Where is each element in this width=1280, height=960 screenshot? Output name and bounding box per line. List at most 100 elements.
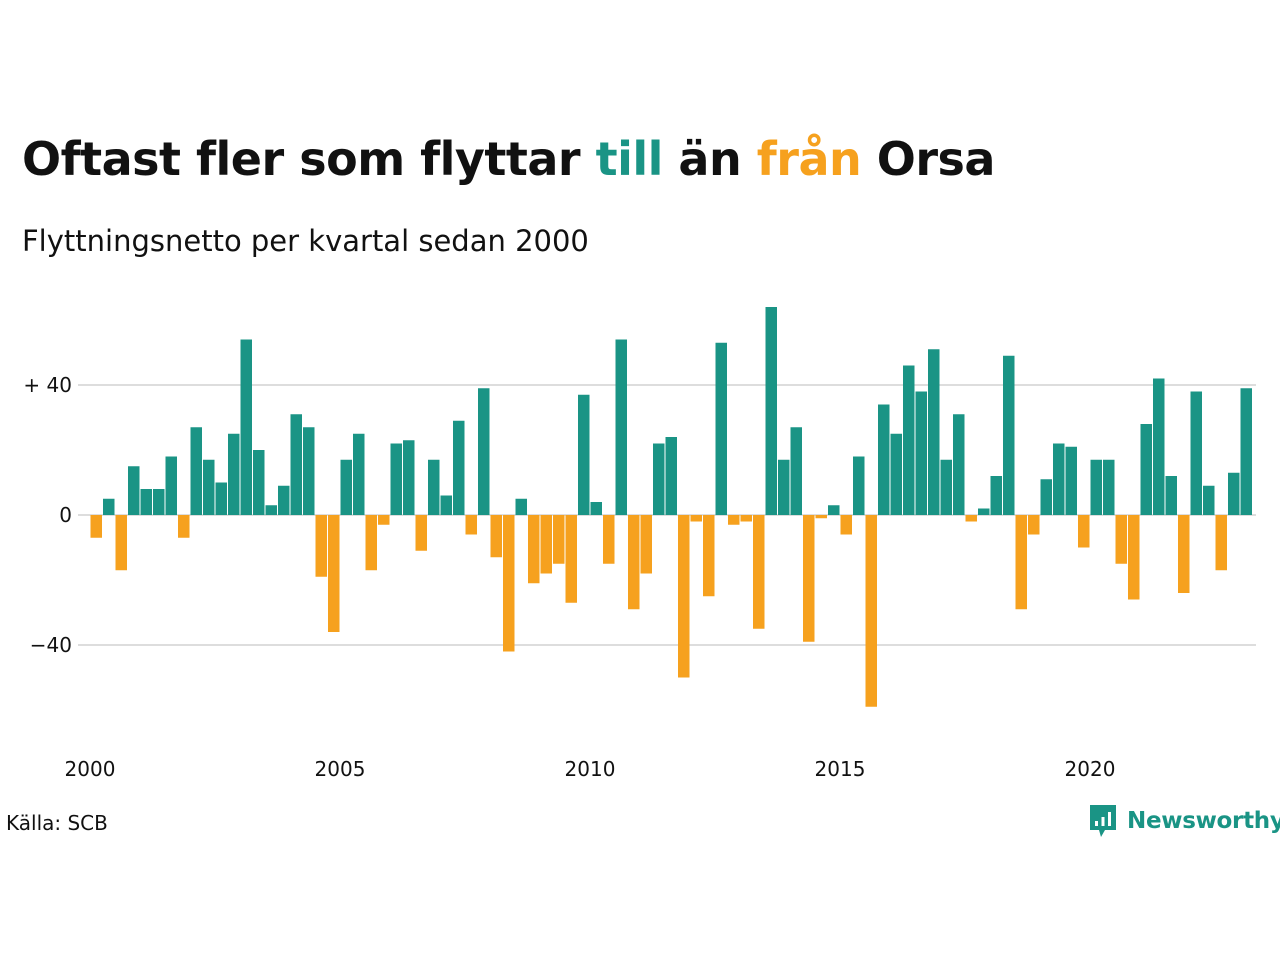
bar: [90, 515, 102, 538]
bars: [90, 307, 1252, 707]
bar: [865, 515, 877, 707]
bar: [228, 433, 240, 515]
x-tick-label: 2020: [1065, 757, 1116, 781]
bar: [303, 427, 315, 515]
title-part-3: Orsa: [861, 132, 996, 186]
bar: [878, 404, 890, 515]
bar: [215, 482, 227, 515]
bar: [615, 339, 627, 515]
bar: [603, 515, 615, 564]
bar: [690, 515, 702, 522]
bar: [390, 443, 402, 515]
bar: [190, 427, 202, 515]
bar: [1240, 388, 1252, 515]
bar: [203, 459, 215, 515]
bar: [828, 505, 840, 515]
bar: [328, 515, 340, 632]
bar: [103, 498, 115, 515]
bar: [1040, 479, 1052, 515]
title-fran: från: [756, 132, 862, 186]
x-axis-labels: 2000 2005 2010 2015 2020: [65, 757, 1116, 781]
bar: [815, 515, 827, 519]
y-axis-labels: −40 0 + 40: [23, 373, 72, 657]
bar: [265, 505, 277, 515]
bar: [1190, 391, 1202, 515]
bar: [540, 515, 552, 574]
bar: [790, 427, 802, 515]
bar: [665, 437, 677, 515]
bar: [353, 433, 365, 515]
bar: [1078, 515, 1090, 548]
bar: [1103, 459, 1115, 515]
bar: [728, 515, 740, 525]
bar: [315, 515, 327, 577]
bar: [1090, 459, 1102, 515]
bar: [1165, 476, 1177, 515]
bar: [703, 515, 715, 597]
bar: [640, 515, 652, 574]
bar: [440, 495, 452, 515]
bar: [1153, 378, 1165, 515]
bar: [1053, 443, 1065, 515]
bar: [415, 515, 427, 551]
y-tick-label: 0: [59, 503, 72, 527]
y-tick-label: −40: [30, 633, 72, 657]
bar: [340, 459, 352, 515]
bar: [1128, 515, 1140, 600]
chart-title: Oftast fler som flyttar till än från Ors…: [22, 132, 995, 186]
bar: [590, 502, 602, 515]
bar: [515, 498, 527, 515]
x-tick-label: 2015: [815, 757, 866, 781]
bar: [453, 420, 465, 515]
source-note: Källa: SCB: [6, 811, 108, 835]
bar: [428, 459, 440, 515]
bar: [528, 515, 540, 584]
bar: [903, 365, 915, 515]
brand-logo: Newsworthy: [1088, 803, 1280, 839]
bar: [403, 440, 415, 515]
bar: [465, 515, 477, 535]
bar: [290, 414, 302, 515]
y-tick-label: + 40: [23, 373, 72, 397]
bar: [840, 515, 852, 535]
title-part-2: än: [662, 132, 757, 186]
bar: [778, 459, 790, 515]
x-tick-label: 2000: [65, 757, 116, 781]
bar: [915, 391, 927, 515]
bar: [715, 342, 727, 515]
bar: [928, 349, 940, 515]
bar: [378, 515, 390, 525]
bar: [478, 388, 490, 515]
bar: [578, 394, 590, 515]
bar: [978, 508, 990, 515]
bar: [253, 450, 265, 515]
bar: [940, 459, 952, 515]
bar: [165, 456, 177, 515]
bar: [1015, 515, 1027, 610]
bar: [278, 485, 290, 515]
bar: [178, 515, 190, 538]
bar: [128, 466, 140, 515]
bar: [1140, 424, 1152, 515]
x-tick-label: 2005: [315, 757, 366, 781]
bar: [153, 489, 165, 515]
bar: [765, 307, 777, 515]
bar: [1028, 515, 1040, 535]
bar: [553, 515, 565, 564]
bar: [1228, 472, 1240, 515]
bar: [365, 515, 377, 571]
bar: [115, 515, 127, 571]
newsworthy-logo-icon: [1090, 805, 1116, 837]
bar: [1003, 355, 1015, 515]
bar: [890, 433, 902, 515]
bar: [1178, 515, 1190, 593]
bar: [990, 476, 1002, 515]
bar: [803, 515, 815, 642]
bar: [753, 515, 765, 629]
chart-subtitle: Flyttningsnetto per kvartal sedan 2000: [22, 224, 589, 258]
bar: [953, 414, 965, 515]
bar: [653, 443, 665, 515]
bar: [140, 489, 152, 515]
brand-name: Newsworthy: [1127, 808, 1280, 834]
